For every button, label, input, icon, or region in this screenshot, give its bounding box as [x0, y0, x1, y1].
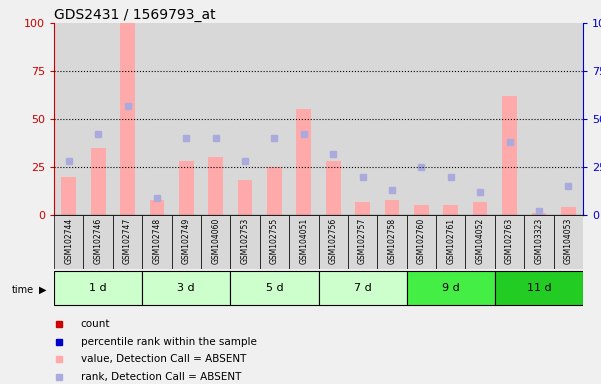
Text: 3 d: 3 d: [177, 283, 195, 293]
Bar: [142, 215, 172, 269]
Bar: [120, 23, 135, 215]
Bar: [407, 271, 495, 305]
Text: GDS2431 / 1569793_at: GDS2431 / 1569793_at: [54, 8, 216, 22]
Text: rank, Detection Call = ABSENT: rank, Detection Call = ABSENT: [81, 372, 241, 382]
Bar: [524, 23, 554, 215]
Text: count: count: [81, 319, 110, 329]
Bar: [436, 23, 465, 215]
Text: GSM102763: GSM102763: [505, 218, 514, 264]
Bar: [230, 23, 260, 215]
Bar: [179, 161, 194, 215]
Text: GSM102760: GSM102760: [417, 218, 426, 264]
Text: time: time: [12, 285, 34, 295]
Bar: [142, 23, 172, 215]
Bar: [142, 271, 230, 305]
Bar: [267, 167, 282, 215]
Bar: [355, 202, 370, 215]
Bar: [561, 207, 576, 215]
Text: GSM102747: GSM102747: [123, 218, 132, 264]
Bar: [84, 23, 113, 215]
Text: 1 d: 1 d: [90, 283, 107, 293]
Bar: [172, 215, 201, 269]
Bar: [289, 215, 319, 269]
Bar: [319, 215, 348, 269]
Text: 5 d: 5 d: [266, 283, 283, 293]
Bar: [230, 215, 260, 269]
Text: GSM103323: GSM103323: [534, 218, 543, 264]
Bar: [385, 200, 399, 215]
Text: value, Detection Call = ABSENT: value, Detection Call = ABSENT: [81, 354, 246, 364]
Bar: [150, 200, 164, 215]
Bar: [377, 23, 407, 215]
Bar: [54, 215, 84, 269]
Text: percentile rank within the sample: percentile rank within the sample: [81, 337, 257, 347]
Bar: [554, 215, 583, 269]
Bar: [296, 109, 311, 215]
Text: 11 d: 11 d: [526, 283, 551, 293]
Text: 7 d: 7 d: [354, 283, 371, 293]
Bar: [414, 205, 429, 215]
Text: GSM104053: GSM104053: [564, 218, 573, 264]
Bar: [407, 23, 436, 215]
Bar: [201, 215, 230, 269]
Bar: [230, 271, 319, 305]
Bar: [113, 23, 142, 215]
Bar: [495, 271, 583, 305]
Bar: [495, 23, 524, 215]
Bar: [91, 148, 106, 215]
Bar: [326, 161, 341, 215]
Bar: [348, 23, 377, 215]
Bar: [201, 23, 230, 215]
Bar: [465, 23, 495, 215]
Text: GSM102758: GSM102758: [388, 218, 397, 264]
Text: 9 d: 9 d: [442, 283, 460, 293]
Text: GSM102746: GSM102746: [94, 218, 103, 264]
Text: GSM104060: GSM104060: [211, 218, 220, 264]
Bar: [465, 215, 495, 269]
Bar: [61, 177, 76, 215]
Bar: [209, 157, 223, 215]
Text: GSM102748: GSM102748: [153, 218, 162, 264]
Bar: [54, 23, 84, 215]
Bar: [319, 271, 407, 305]
Bar: [554, 23, 583, 215]
Bar: [238, 180, 252, 215]
Text: ▶: ▶: [39, 285, 46, 295]
Bar: [473, 202, 487, 215]
Bar: [444, 205, 458, 215]
Bar: [407, 215, 436, 269]
Bar: [319, 23, 348, 215]
Text: GSM102753: GSM102753: [240, 218, 249, 264]
Bar: [289, 23, 319, 215]
Text: GSM102761: GSM102761: [447, 218, 455, 264]
Bar: [54, 271, 142, 305]
Bar: [260, 215, 289, 269]
Bar: [436, 215, 465, 269]
Bar: [172, 23, 201, 215]
Bar: [348, 215, 377, 269]
Text: GSM102756: GSM102756: [329, 218, 338, 264]
Bar: [377, 215, 407, 269]
Bar: [531, 213, 546, 215]
Bar: [84, 215, 113, 269]
Text: GSM102755: GSM102755: [270, 218, 279, 264]
Text: GSM102757: GSM102757: [358, 218, 367, 264]
Bar: [260, 23, 289, 215]
Text: GSM102744: GSM102744: [64, 218, 73, 264]
Text: GSM104051: GSM104051: [299, 218, 308, 264]
Text: GSM102749: GSM102749: [182, 218, 191, 264]
Bar: [524, 215, 554, 269]
Bar: [495, 215, 524, 269]
Text: GSM104052: GSM104052: [475, 218, 484, 264]
Bar: [113, 215, 142, 269]
Bar: [502, 96, 517, 215]
